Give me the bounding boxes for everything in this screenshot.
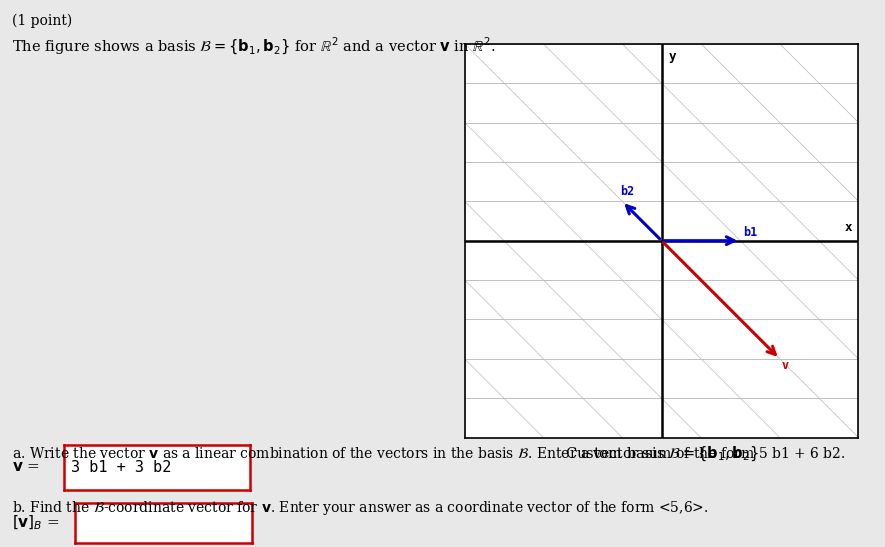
Text: b1: b1: [743, 226, 758, 239]
Text: v: v: [781, 359, 789, 371]
Text: a. Write the vector $\mathbf{v}$ as a linear combination of the vectors in the b: a. Write the vector $\mathbf{v}$ as a li…: [12, 446, 845, 461]
Text: (1 point): (1 point): [12, 14, 72, 28]
Text: 3 b1 + 3 b2: 3 b1 + 3 b2: [71, 459, 172, 475]
Text: x: x: [845, 220, 852, 234]
Text: The figure shows a basis $\mathcal{B} = \{\mathbf{b}_1, \mathbf{b}_2\}$ for $\ma: The figure shows a basis $\mathcal{B} = …: [12, 36, 496, 57]
Text: $[\mathbf{v}]_B$ =: $[\mathbf{v}]_B$ =: [12, 514, 59, 532]
Text: b. Find the $\mathcal{B}$-coordinate vector for $\mathbf{v}$. Enter your answer : b. Find the $\mathcal{B}$-coordinate vec…: [12, 499, 708, 517]
Text: y: y: [669, 50, 676, 63]
X-axis label: Custom basis $\mathcal{B} = \{\mathbf{b}_1, \mathbf{b}_2\}$: Custom basis $\mathcal{B} = \{\mathbf{b}…: [565, 445, 758, 463]
Text: $\mathbf{v}$ =: $\mathbf{v}$ =: [12, 460, 40, 474]
Text: b2: b2: [620, 185, 635, 199]
